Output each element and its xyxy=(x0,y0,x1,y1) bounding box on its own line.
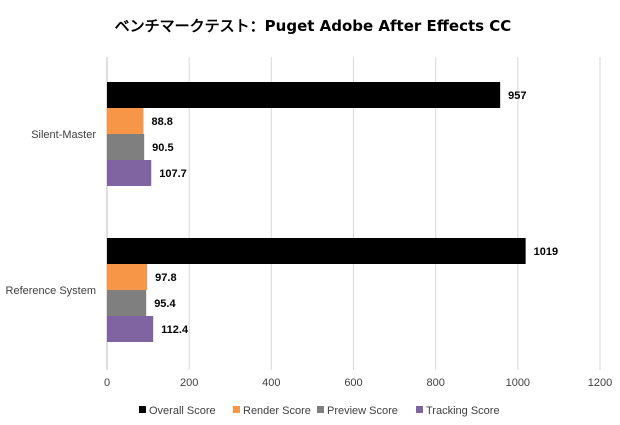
bar xyxy=(107,316,154,342)
bars: 957 88.8 90.5 107.7 1019 97.8 95.4 112.4 xyxy=(107,82,558,342)
x-tick-label: 1000 xyxy=(506,377,530,389)
x-tick-label: 0 xyxy=(104,377,110,389)
axes: 0 200 400 600 800 1000 1200 Silent-Master Refere… xyxy=(6,129,613,389)
bar xyxy=(107,290,147,316)
legend: Overall Score Render Score Preview Score Tr… xyxy=(139,405,500,417)
legend-label: Preview Score xyxy=(327,405,398,417)
data-label: 1019 xyxy=(534,246,558,258)
category-label: Reference System xyxy=(6,285,96,297)
data-label: 107.7 xyxy=(159,168,187,180)
x-tick-label: 400 xyxy=(262,377,280,389)
x-tick-label: 1200 xyxy=(588,377,612,389)
legend-swatch xyxy=(317,406,324,413)
bar xyxy=(107,82,501,108)
gridlines xyxy=(106,57,601,370)
data-label: 97.8 xyxy=(155,272,176,284)
data-label: 88.8 xyxy=(151,116,172,128)
x-tick-label: 800 xyxy=(426,377,444,389)
bar xyxy=(107,264,148,290)
data-label: 95.4 xyxy=(154,298,176,310)
bar xyxy=(107,160,152,186)
x-tick-label: 600 xyxy=(344,377,362,389)
category-label: Silent-Master xyxy=(31,129,96,141)
legend-label: Tracking Score xyxy=(426,405,500,417)
data-label: 112.4 xyxy=(161,324,189,336)
data-label: 90.5 xyxy=(152,142,173,154)
legend-swatch xyxy=(416,406,423,413)
chart-title: ベンチマークテスト：Puget Adobe After Effects CC xyxy=(115,17,512,35)
bar xyxy=(107,238,526,264)
legend-swatch xyxy=(139,406,146,413)
legend-swatch xyxy=(233,406,240,413)
legend-label: Render Score xyxy=(243,405,311,417)
legend-label: Overall Score xyxy=(149,405,216,417)
x-tick-label: 200 xyxy=(180,377,198,389)
bar xyxy=(107,108,144,134)
bar xyxy=(107,134,145,160)
data-label: 957 xyxy=(508,90,526,102)
